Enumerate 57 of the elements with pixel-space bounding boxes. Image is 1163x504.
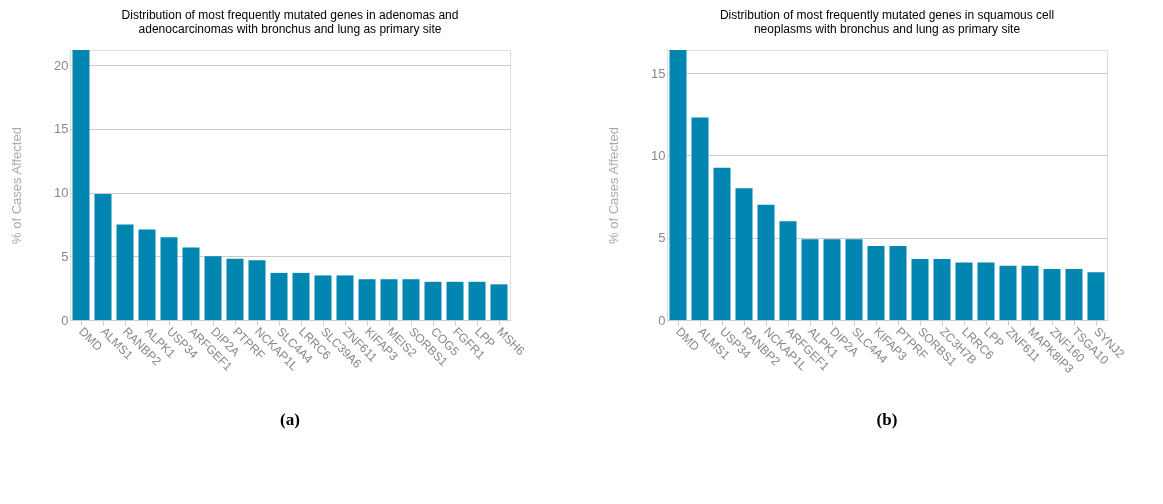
bar [867, 245, 885, 320]
bar [160, 237, 178, 320]
text: (b) [876, 410, 898, 429]
bar [735, 188, 753, 320]
text: (a) [280, 410, 300, 429]
bar [691, 117, 709, 320]
bar [116, 224, 134, 320]
bar [402, 279, 420, 320]
bar [292, 272, 310, 320]
bar [380, 279, 398, 320]
y-tick-label: 5 [658, 230, 666, 246]
y-tick-label: 10 [54, 185, 69, 201]
bar [669, 50, 687, 320]
bar [999, 265, 1017, 320]
y-tick-label: 0 [658, 312, 666, 328]
bar [713, 167, 731, 320]
bar [911, 259, 929, 320]
y-tick-label: 15 [651, 65, 666, 81]
bar [1087, 272, 1105, 320]
bar [270, 272, 288, 320]
bar [358, 279, 376, 320]
bar [446, 281, 464, 320]
bar [314, 275, 332, 320]
y-tick-label: 5 [61, 248, 69, 264]
text: Distribution of most frequently mutated genes in adenomas and [121, 8, 459, 22]
text: neoplasms with bronchus and lung as primary site [753, 22, 1021, 36]
bar [823, 239, 841, 320]
bar [1021, 265, 1039, 320]
bar [757, 204, 775, 320]
bar [1043, 268, 1061, 320]
y-axis-title: % of Cases Affected [9, 127, 25, 244]
bar [226, 258, 244, 320]
text: adenocarcinomas with bronchus and lung as primary site [138, 22, 442, 36]
bar [182, 247, 200, 320]
bar [889, 245, 907, 320]
text: Distribution of most frequently mutated genes in squamous cell [719, 8, 1055, 22]
bar [94, 193, 112, 320]
y-tick-label: 0 [61, 312, 69, 328]
bar [955, 262, 973, 320]
bar [424, 281, 442, 320]
y-tick-label: 15 [54, 121, 69, 137]
bar [1065, 268, 1083, 320]
bar [138, 229, 156, 320]
bar [933, 259, 951, 320]
bar [801, 239, 819, 320]
bar [468, 281, 486, 320]
bar [490, 284, 508, 320]
bar [779, 221, 797, 320]
bar [204, 256, 222, 320]
bar [977, 262, 995, 320]
y-tick-label: 20 [54, 57, 69, 73]
y-tick-label: 10 [651, 147, 666, 163]
bar [72, 50, 90, 320]
bar [336, 275, 354, 320]
bar [845, 239, 863, 320]
y-axis-title: % of Cases Affected [606, 127, 622, 244]
bar [248, 260, 266, 320]
